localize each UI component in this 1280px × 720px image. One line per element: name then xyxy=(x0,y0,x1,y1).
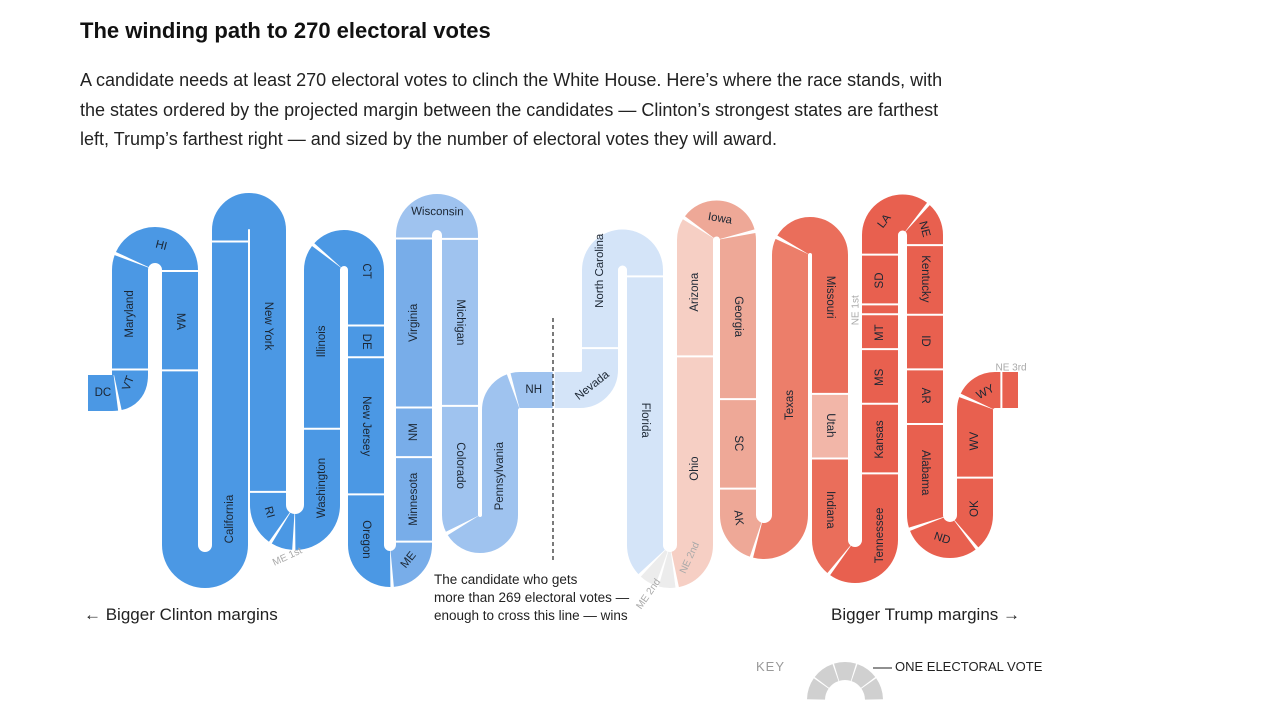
key-segment xyxy=(833,662,857,681)
state-label: Utah xyxy=(824,413,836,437)
state-label: Florida xyxy=(639,403,651,439)
state-label: New Jersey xyxy=(360,396,372,456)
state-label: Alabama xyxy=(919,450,931,496)
state-label: CT xyxy=(360,263,372,278)
state-label: SC xyxy=(732,435,744,451)
key-segment xyxy=(814,664,839,688)
state-label: AR xyxy=(919,388,931,404)
title: The winding path to 270 electoral votes xyxy=(80,18,491,43)
key-segment xyxy=(861,678,883,700)
state-segment xyxy=(88,193,1018,588)
state-label: North Carolina xyxy=(594,233,606,308)
state-label: Oregon xyxy=(360,520,372,558)
state-label: Minnesota xyxy=(408,472,420,526)
threshold-note: enough to cross this line — wins xyxy=(434,608,628,623)
state-label: DE xyxy=(360,334,372,350)
state-segment xyxy=(88,193,1018,588)
state-label: Wisconsin xyxy=(411,206,464,219)
clinton-annotation: ← Bigger Clinton margins xyxy=(84,605,278,624)
state-label: NH xyxy=(525,384,542,396)
state-label: VT xyxy=(121,374,137,392)
state-segment xyxy=(88,193,1018,588)
state-label: NM xyxy=(408,423,420,441)
description-line: left, Trump’s farthest right — and sized… xyxy=(80,129,777,149)
state-label: RI xyxy=(262,505,277,519)
state-label: Washington xyxy=(316,458,328,518)
state-label: MS xyxy=(874,368,886,386)
state-label: Illinois xyxy=(316,325,328,357)
key-graphic xyxy=(807,662,883,700)
state-label: ND xyxy=(932,530,952,547)
state-label: SD xyxy=(874,272,886,288)
state-label: WV xyxy=(969,431,981,450)
state-label: DC xyxy=(95,387,112,399)
state-label: OK xyxy=(969,500,981,517)
state-label: Iowa xyxy=(707,211,734,227)
state-label: MT xyxy=(874,324,886,341)
key-segment xyxy=(851,664,876,688)
segments xyxy=(88,193,1018,588)
state-label: Georgia xyxy=(732,296,744,338)
state-label: Pennsylvania xyxy=(494,441,506,510)
state-label: New York xyxy=(262,302,274,351)
description: A candidate needs at least 270 electoral… xyxy=(80,66,942,155)
state-label: Colorado xyxy=(454,442,466,489)
state-label: AK xyxy=(731,510,745,527)
key-title: KEY xyxy=(756,659,785,674)
state-label-outside: NE 1st xyxy=(851,295,862,325)
description-line: the states ordered by the projected marg… xyxy=(80,99,939,120)
state-label: MA xyxy=(174,313,186,331)
state-label: Arizona xyxy=(689,272,701,312)
state-label: Indiana xyxy=(824,491,836,529)
trump-annotation: Bigger Trump margins → xyxy=(831,605,1020,624)
state-label: Virginia xyxy=(408,303,420,342)
state-label: NE xyxy=(916,220,932,239)
state-label: Missouri xyxy=(824,276,836,319)
state-label: Michigan xyxy=(454,299,466,345)
threshold-note: more than 269 electoral votes — xyxy=(434,590,630,605)
state-label: Texas xyxy=(784,390,796,420)
state-label: California xyxy=(224,494,236,543)
state-label-outside: NE 3rd xyxy=(995,363,1026,374)
description-line: A candidate needs at least 270 electoral… xyxy=(80,70,943,90)
key-segment xyxy=(807,678,829,700)
threshold-note: The candidate who gets xyxy=(434,572,578,587)
key-label: ONE ELECTORAL VOTE xyxy=(895,659,1043,674)
state-label: Kentucky xyxy=(919,255,931,303)
state-label: Tennessee xyxy=(874,508,886,564)
state-label: ID xyxy=(919,335,931,347)
state-label: HI xyxy=(154,239,168,253)
state-label: Maryland xyxy=(124,290,136,337)
state-label: Ohio xyxy=(689,456,701,480)
state-label: Kansas xyxy=(874,420,886,459)
